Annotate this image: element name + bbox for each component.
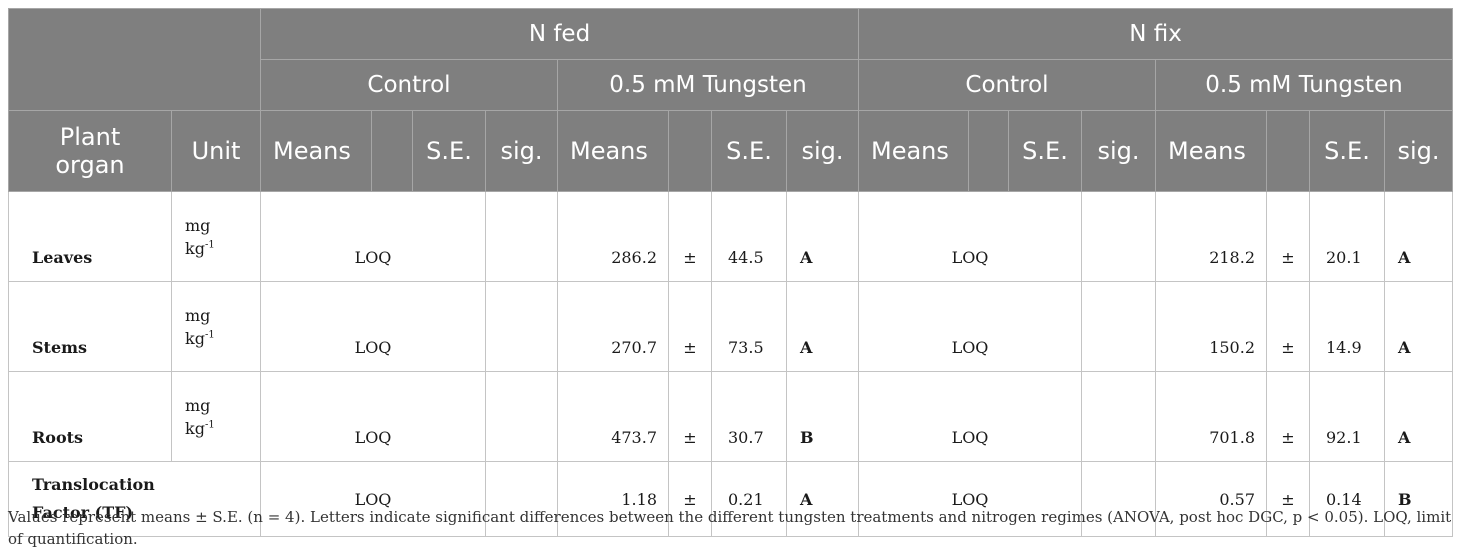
fix-tungsten-se: 92.1 [1309,371,1385,462]
fed-control-value: LOQ [260,461,486,537]
header-se: S.E. [711,110,787,192]
table-row-roots: Roots mg kg-1 LOQ 473.7 ± 30.7 B LOQ 701.… [8,371,1453,462]
pm-sign: ± [1266,281,1310,372]
header-n-fed: N fed [260,8,859,60]
fix-tungsten-sig: A [1384,371,1453,462]
header-sig: sig. [786,110,859,192]
fix-tungsten-sig: A [1384,281,1453,372]
fix-tungsten-sig: A [1384,191,1453,282]
fed-tungsten-mean: 286.2 [557,191,669,282]
fix-control-value: LOQ [858,371,1082,462]
header-means: Means [557,110,669,192]
organ-cell: Leaves [8,191,172,282]
header-n-fix: N fix [858,8,1453,60]
header-fix-tungsten: 0.5 mM Tungsten [1155,59,1453,111]
fix-tungsten-se: 20.1 [1309,191,1385,282]
header-row-groups: N fed N fix [8,8,1453,111]
header-se: S.E. [1309,110,1385,192]
table-row-stems: Stems mg kg-1 LOQ 270.7 ± 73.5 A LOQ 150.… [8,281,1453,372]
data-table: N fed N fix Control 0.5 mM Tungsten Cont… [8,8,1453,537]
fix-tungsten-mean: 150.2 [1155,281,1267,372]
fed-tungsten-mean: 1.18 [557,461,669,537]
table-row-leaves: Leaves mg kg-1 LOQ 286.2 ± 44.5 A LOQ 218… [8,191,1453,282]
fix-tungsten-mean: 0.57 [1155,461,1267,537]
header-se: S.E. [1008,110,1082,192]
header-sig: sig. [1384,110,1453,192]
pm-sign: ± [668,371,712,462]
fed-control-value: LOQ [260,371,486,462]
header-pm-blank [968,110,1009,192]
header-pm-blank [1266,110,1310,192]
fix-control-value: LOQ [858,461,1082,537]
table-container: N fed N fix Control 0.5 mM Tungsten Cont… [8,8,1453,537]
fed-tungsten-mean: 270.7 [557,281,669,372]
fed-control-sig [485,281,558,372]
header-fed-control: Control [260,59,558,111]
pm-sign: ± [668,461,712,537]
organ-cell: Translocation Factor (TF) [8,461,261,537]
header-sig: sig. [485,110,558,192]
fix-control-value: LOQ [858,281,1082,372]
pm-sign: ± [668,191,712,282]
fix-control-sig [1081,191,1156,282]
header-pm-blank [371,110,413,192]
fed-control-sig [485,191,558,282]
pm-sign: ± [1266,461,1310,537]
pm-sign: ± [668,281,712,372]
fix-control-value: LOQ [858,191,1082,282]
fed-tungsten-sig: A [786,281,859,372]
fed-control-value: LOQ [260,281,486,372]
header-row-treatments: Control 0.5 mM Tungsten Control 0.5 mM T… [9,59,1453,111]
header-se: S.E. [412,110,486,192]
fed-control-sig [485,461,558,537]
fix-tungsten-mean: 701.8 [1155,371,1267,462]
fed-tungsten-se: 30.7 [711,371,787,462]
fed-tungsten-mean: 473.7 [557,371,669,462]
header-fix-control: Control [858,59,1156,111]
header-row-columns: Plant organ Unit Means S.E. sig. Means S… [8,110,1453,192]
header-means: Means [260,110,372,192]
header-plant-organ-line2: organ [55,151,125,179]
header-pm-blank [668,110,712,192]
fed-control-sig [485,371,558,462]
fed-tungsten-se: 44.5 [711,191,787,282]
fix-control-sig [1081,461,1156,537]
unit-cell: mg kg-1 [171,371,261,462]
table-footnote: Values represent means ± S.E. (n = 4). L… [8,508,1452,548]
fix-tungsten-sig: B [1384,461,1453,537]
fed-tungsten-sig: A [786,191,859,282]
table-row-translocation-factor: Translocation Factor (TF) LOQ 1.18 ± 0.21… [8,461,1453,537]
header-sig: sig. [1081,110,1156,192]
header-blank-cell [8,8,261,111]
organ-cell: Roots [8,371,172,462]
fix-tungsten-se: 14.9 [1309,281,1385,372]
header-means: Means [1155,110,1267,192]
fix-control-sig [1081,281,1156,372]
fed-tungsten-sig: A [786,461,859,537]
unit-cell: mg kg-1 [171,191,261,282]
fix-tungsten-mean: 218.2 [1155,191,1267,282]
header-unit: Unit [171,110,261,192]
unit-cell: mg kg-1 [171,281,261,372]
fed-tungsten-se: 73.5 [711,281,787,372]
header-means: Means [858,110,969,192]
header-fed-tungsten: 0.5 mM Tungsten [557,59,859,111]
organ-cell: Stems [8,281,172,372]
pm-sign: ± [1266,371,1310,462]
fix-control-sig [1081,371,1156,462]
fed-tungsten-sig: B [786,371,859,462]
fed-control-value: LOQ [260,191,486,282]
header-plant-organ-line1: Plant [59,123,121,151]
header-plant-organ: Plant organ [8,110,172,192]
fed-tungsten-se: 0.21 [711,461,787,537]
pm-sign: ± [1266,191,1310,282]
